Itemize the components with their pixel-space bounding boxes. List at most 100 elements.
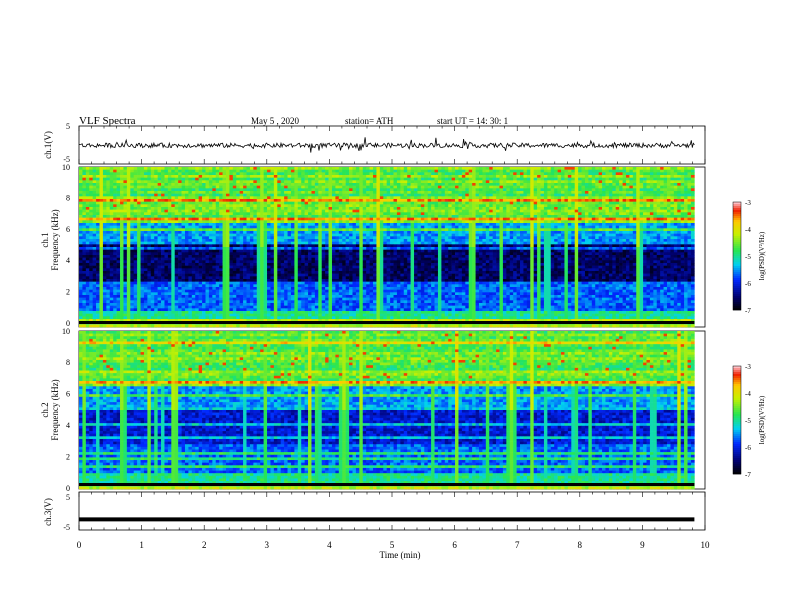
spectrogram-cell: [394, 207, 398, 210]
spectrogram-cell: [493, 180, 497, 183]
spectrogram-cell: [605, 186, 609, 189]
spectrogram-cell: [175, 210, 179, 213]
spectrogram-cell: [247, 223, 251, 226]
spectrogram-cell: [281, 210, 285, 213]
spectrogram-cell: [277, 188, 281, 191]
spectrogram-cell: [154, 207, 158, 210]
spectrogram-cell: [233, 234, 237, 237]
spectrogram-cell: [346, 226, 350, 229]
spectrogram-cell: [329, 196, 333, 199]
spectrogram-cell: [523, 210, 527, 213]
spectrogram-cell: [205, 194, 209, 197]
spectrogram-cell: [657, 175, 661, 178]
spectrogram-cell: [421, 231, 425, 234]
spectrogram-cell: [264, 172, 268, 175]
spectrogram-cell: [506, 178, 510, 181]
spectrogram-cell: [575, 202, 579, 205]
spectrogram-cell: [551, 212, 555, 215]
spectrogram-cell: [578, 183, 582, 186]
spectrogram-cell: [431, 234, 435, 237]
spectrogram-cell: [431, 178, 435, 181]
spectrogram-cell: [653, 212, 657, 215]
spectrogram-cell: [486, 178, 490, 181]
spectrogram-cell: [137, 172, 141, 175]
spectrogram-cell: [352, 228, 356, 231]
spectrogram-cell: [417, 183, 421, 186]
spectrogram-cell: [288, 226, 292, 229]
spectrogram-cell: [640, 223, 644, 226]
spectrogram-cell: [578, 170, 582, 173]
spectrogram-cell: [240, 178, 244, 181]
spectrogram-cell: [558, 180, 562, 183]
spectrogram-cell: [301, 199, 305, 202]
spectrogram-cell: [541, 218, 545, 221]
spectrogram-cell: [517, 191, 521, 194]
spectrogram-cell: [270, 234, 274, 237]
spectrogram-cell: [113, 191, 117, 194]
spectrogram-cell: [195, 228, 199, 231]
spectrogram-cell: [571, 194, 575, 197]
spectrogram-cell: [178, 204, 182, 207]
spectrogram-cell: [472, 196, 476, 199]
spectrogram-cell: [294, 220, 298, 223]
spectrogram-cell: [100, 199, 104, 202]
spectrogram-cell: [520, 226, 524, 229]
spectrogram-cell: [674, 194, 678, 197]
spectrogram-cell: [534, 180, 538, 183]
spectrogram-cell: [349, 204, 353, 207]
spectrogram-cell: [612, 210, 616, 213]
spectrogram-cell: [647, 212, 651, 215]
spectrogram-cell: [134, 207, 138, 210]
spectrogram-cell: [89, 191, 93, 194]
spectrogram-cell: [626, 226, 630, 229]
spectrogram-cell: [612, 234, 616, 237]
spectrogram-cell: [582, 220, 586, 223]
spectrogram-cell: [82, 196, 86, 199]
spectrogram-cell: [544, 231, 548, 234]
spectrogram-cell: [561, 191, 565, 194]
spectrogram-cell: [647, 170, 651, 173]
spectrogram-cell: [226, 188, 230, 191]
spectrogram-cell: [144, 215, 148, 218]
spectrogram-cell: [356, 170, 360, 173]
spectrogram-cell: [329, 186, 333, 189]
spectrogram-cell: [205, 231, 209, 234]
spectrogram-cell: [503, 231, 507, 234]
spectrogram-cell: [462, 175, 466, 178]
spectrogram-cell: [523, 207, 527, 210]
spectrogram-cell: [612, 178, 616, 181]
spectrogram-cell: [452, 207, 456, 210]
spectrogram-cell: [117, 180, 121, 183]
spectrogram-cell: [387, 215, 391, 218]
spectrogram-cell: [117, 183, 121, 186]
spectrogram-cell: [363, 175, 367, 178]
spectrogram-cell: [79, 178, 83, 181]
spectrogram-cell: [674, 226, 678, 229]
spectrogram-cell: [681, 236, 685, 239]
spectrogram-cell: [411, 239, 415, 242]
spectrogram-cell: [414, 202, 418, 205]
spectrogram-cell: [411, 172, 415, 175]
spectrogram-cell: [216, 218, 220, 221]
spectrogram-cell: [100, 191, 104, 194]
spectrogram-cell: [390, 220, 394, 223]
spectrogram-cell: [305, 239, 309, 242]
spectrogram-cell: [171, 167, 175, 170]
spectrogram-cell: [82, 180, 86, 183]
spectrogram-cell: [623, 194, 627, 197]
spectrogram-cell: [523, 180, 527, 183]
spectrogram-cell: [329, 231, 333, 234]
spectrogram-cell: [435, 186, 439, 189]
spectrogram-cell: [137, 194, 141, 197]
spectrogram-cell: [257, 183, 261, 186]
spectrogram-cell: [247, 218, 251, 221]
spectrogram-cell: [465, 204, 469, 207]
spectrogram-cell: [154, 170, 158, 173]
spectrogram-cell: [144, 226, 148, 229]
spectrogram-cell: [223, 188, 227, 191]
spectrogram-cell: [424, 220, 428, 223]
spectrogram-cell: [397, 204, 401, 207]
spectrogram-cell: [171, 183, 175, 186]
spectrogram-cell: [161, 231, 165, 234]
spectrogram-cell: [681, 202, 685, 205]
